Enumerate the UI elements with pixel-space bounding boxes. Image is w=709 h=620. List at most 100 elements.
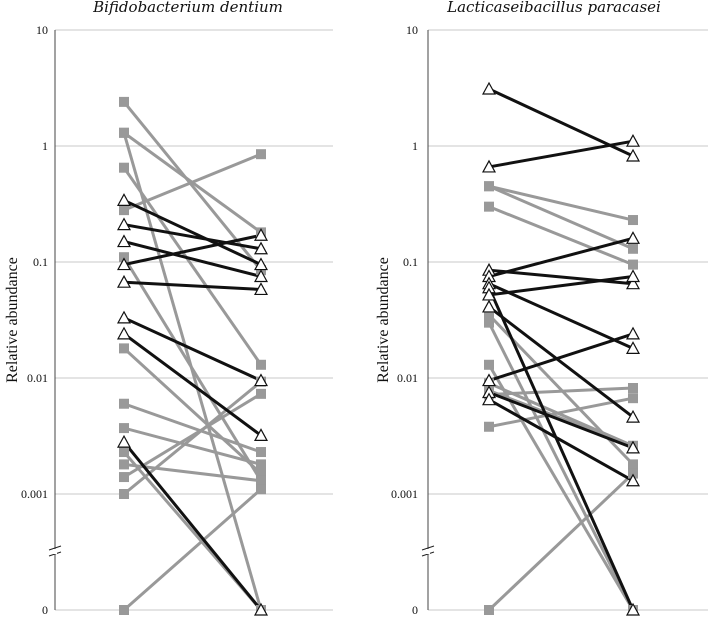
triangle-marker [116, 217, 132, 231]
triangle-marker [625, 409, 641, 423]
triangle-marker [625, 473, 641, 487]
triangle-marker [253, 241, 269, 255]
square-marker [484, 309, 494, 320]
series-line [123, 462, 262, 483]
triangle-marker [625, 602, 641, 616]
square-marker [484, 359, 494, 370]
y-tick-label: 0 [412, 603, 418, 617]
series-line [122, 166, 263, 366]
triangle-marker [625, 269, 641, 283]
y-tick-label: 1 [42, 139, 48, 153]
y-tick-label: 10 [406, 23, 418, 37]
axis-break-gap [53, 549, 57, 554]
y-tick-label: 1 [412, 139, 418, 153]
chart-title: Lacticaseibacillus paracasei [446, 0, 661, 16]
chart-panel-1: 0 0.001 0.01 0.1 1 10 Relative abundance Bifido… [4, 0, 333, 617]
square-marker [256, 484, 266, 495]
series-line [123, 402, 262, 454]
series-line [123, 332, 262, 437]
square-marker [628, 215, 638, 226]
triangle-marker [625, 276, 641, 290]
series-line [488, 305, 634, 419]
triangle-marker [116, 193, 132, 206]
triangle-marker [625, 440, 641, 454]
triangle-marker [116, 234, 132, 248]
square-marker [256, 388, 266, 399]
y-tick-label: 0.01 [397, 371, 418, 385]
y-tick-label: 0.1 [33, 255, 48, 269]
y-tick-label: 0.001 [391, 487, 418, 501]
square-marker [256, 447, 266, 458]
series-line [122, 441, 263, 611]
series-line [487, 364, 635, 611]
series-line [487, 321, 635, 611]
series-line [123, 233, 262, 267]
triangle-marker [481, 81, 497, 95]
chart-title: Bifidobacterium dentium [92, 0, 283, 16]
square-marker [119, 252, 129, 263]
triangle-marker [481, 159, 497, 173]
series-line [487, 472, 635, 612]
series-line [488, 389, 634, 448]
series-line [122, 347, 263, 475]
axis-break-mark [421, 545, 435, 551]
series-line [488, 184, 634, 251]
square-marker [119, 489, 129, 499]
triangle-marker [625, 341, 641, 354]
triangle-marker [116, 257, 132, 271]
square-marker [484, 317, 494, 328]
series-line [488, 268, 634, 286]
square-marker [484, 605, 494, 615]
y-tick-label: 0.01 [27, 371, 48, 385]
square-marker [119, 398, 129, 409]
series-line [122, 100, 263, 272]
y-tick-label: 10 [36, 23, 48, 37]
square-marker [119, 459, 129, 470]
triangle-marker [625, 231, 641, 244]
series-line [488, 205, 634, 266]
series-line [487, 287, 635, 611]
axis-break-gap [426, 549, 430, 554]
series-line [123, 240, 262, 278]
chart-panel-2: 0 0.001 0.01 0.1 1 10 Relative abundance Lactic… [375, 0, 708, 617]
triangle-marker [116, 434, 132, 448]
square-marker [484, 421, 494, 432]
triangle-marker [625, 326, 641, 340]
square-marker [119, 472, 129, 483]
square-marker [256, 149, 266, 160]
series-line [488, 184, 634, 222]
square-marker [484, 181, 494, 192]
series-line [123, 316, 262, 382]
series-line [123, 223, 262, 251]
y-tick-label: 0.001 [21, 487, 48, 501]
square-marker [256, 468, 266, 479]
square-marker [628, 382, 638, 393]
triangle-marker [625, 148, 641, 162]
square-marker [119, 127, 129, 138]
square-marker [484, 201, 494, 212]
square-marker [119, 343, 129, 354]
series-line [488, 396, 634, 429]
series-line [488, 398, 634, 483]
series-line [123, 426, 262, 466]
y-tick-label: 0.1 [403, 255, 418, 269]
axis-break-mark [48, 545, 62, 551]
triangle-marker [116, 274, 132, 288]
y-axis-title: Relative abundance [375, 257, 392, 383]
series-line [123, 280, 262, 291]
series-line [123, 380, 262, 496]
square-marker [256, 459, 266, 470]
series-line [123, 488, 262, 612]
square-marker [119, 162, 129, 173]
series-line [123, 152, 262, 212]
square-marker [119, 605, 129, 615]
series-line [488, 386, 634, 397]
y-axis-title: Relative abundance [4, 257, 21, 383]
series-line [488, 282, 634, 350]
triangle-marker [116, 326, 132, 340]
series-line [123, 392, 262, 479]
triangle-marker [116, 310, 132, 324]
square-marker [256, 359, 266, 370]
triangle-marker [625, 133, 641, 147]
